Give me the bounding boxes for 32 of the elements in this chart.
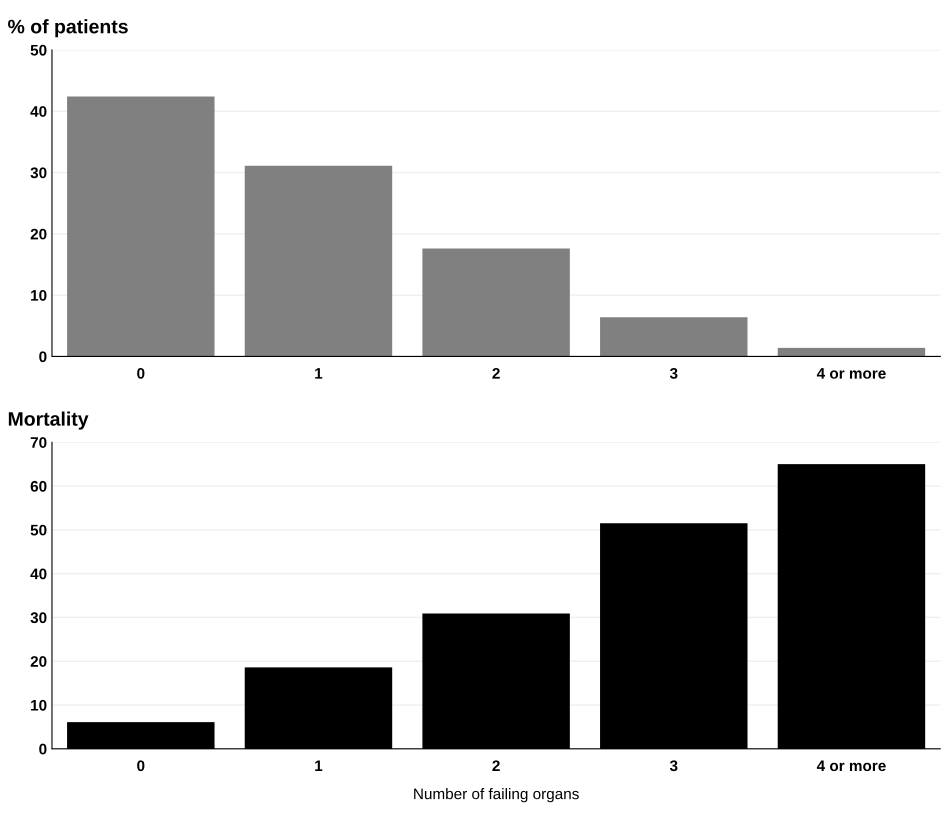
bar (778, 348, 926, 356)
chart-title: % of patients (8, 19, 128, 38)
y-tick-label: 20 (30, 228, 46, 240)
bar (244, 166, 392, 356)
y-tick-label: 30 (30, 612, 46, 624)
y-tick-label: 70 (30, 437, 46, 448)
bar (422, 248, 570, 356)
y-tick-label: 60 (30, 480, 46, 492)
chart-title: Mortality (8, 412, 88, 430)
bar (600, 317, 748, 356)
x-tick-label: 2 (492, 368, 500, 379)
x-tick-label: 3 (670, 368, 678, 379)
y-tick-label: 50 (30, 524, 46, 536)
y-tick-label: 40 (30, 106, 46, 117)
x-axis-title: Number of failing organs (414, 788, 579, 802)
x-tick-label: 0 (137, 760, 144, 772)
y-tick-label: 30 (30, 167, 46, 178)
x-tick-label: 2 (492, 760, 500, 771)
x-tick-label: 4 or more (816, 760, 886, 772)
y-tick-label: 20 (30, 656, 46, 667)
x-tick-label: 0 (137, 368, 144, 379)
y-tick-label: 10 (31, 290, 46, 301)
bar (67, 96, 215, 356)
y-tick-label: 40 (30, 568, 46, 580)
y-tick-label: 0 (39, 744, 46, 754)
y-tick-label: 10 (31, 700, 46, 711)
x-tick-label: 1 (315, 368, 322, 379)
y-tick-label: 0 (39, 351, 46, 362)
x-tick-label: 3 (670, 760, 678, 772)
x-tick-label: 1 (315, 760, 322, 771)
x-tick-label: 4 or more (816, 368, 886, 379)
y-tick-label: 50 (30, 44, 46, 56)
